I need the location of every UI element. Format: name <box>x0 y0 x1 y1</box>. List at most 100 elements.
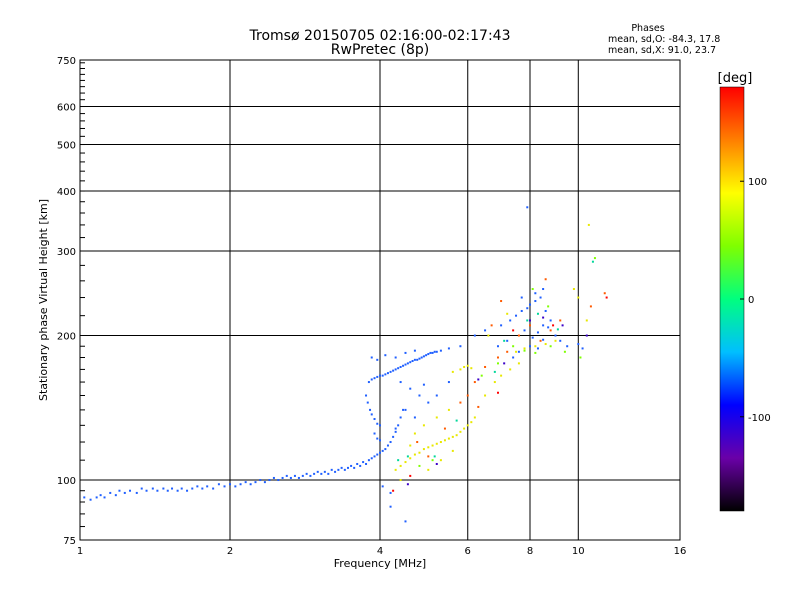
data-point <box>451 449 454 452</box>
data-point <box>422 424 425 427</box>
data-point <box>500 324 503 327</box>
data-point <box>523 349 526 352</box>
data-point <box>95 496 98 499</box>
data-point <box>373 432 376 435</box>
data-point <box>451 435 454 438</box>
data-point <box>496 345 499 348</box>
data-point <box>384 373 387 376</box>
data-point <box>386 372 389 375</box>
data-point <box>549 319 552 322</box>
data-point <box>289 476 292 479</box>
data-point <box>376 437 379 440</box>
data-point <box>416 358 419 361</box>
data-point <box>373 455 376 458</box>
data-point <box>135 491 138 494</box>
data-point <box>443 439 446 442</box>
data-point <box>477 405 480 408</box>
data-point <box>536 312 539 315</box>
data-point <box>455 434 458 437</box>
data-point <box>473 381 476 384</box>
data-point <box>217 483 220 486</box>
data-point <box>459 368 462 371</box>
data-point <box>140 487 143 490</box>
data-point <box>431 444 434 447</box>
data-point <box>466 394 469 397</box>
data-point <box>526 206 529 209</box>
data-point <box>506 312 509 315</box>
data-point <box>559 339 562 342</box>
data-point <box>544 278 547 281</box>
data-point <box>496 391 499 394</box>
data-point <box>394 368 397 371</box>
data-point <box>542 338 545 341</box>
data-point <box>402 364 405 367</box>
data-point <box>544 343 547 346</box>
data-point <box>484 329 487 332</box>
data-point <box>337 468 340 471</box>
data-point <box>459 430 462 433</box>
data-point <box>166 489 169 492</box>
data-point <box>534 300 537 303</box>
data-point <box>572 288 575 291</box>
data-point <box>206 485 209 488</box>
data-point <box>603 292 606 295</box>
data-point <box>463 427 466 430</box>
data-point <box>145 489 148 492</box>
data-point <box>435 350 438 353</box>
data-point <box>376 453 379 456</box>
data-point <box>109 491 112 494</box>
data-point <box>316 470 319 473</box>
data-point <box>268 479 271 482</box>
data-point <box>577 296 580 299</box>
data-point <box>561 324 564 327</box>
data-point <box>381 485 384 488</box>
data-point <box>547 305 550 308</box>
colorbar-tick-label: 0 <box>748 295 754 306</box>
data-point <box>373 418 376 421</box>
colorbar-tick-label: 100 <box>748 177 767 188</box>
data-point <box>389 491 392 494</box>
data-point <box>427 446 430 449</box>
data-point <box>392 435 395 438</box>
phase-stats-title: Phases <box>631 23 664 34</box>
data-point <box>413 453 416 456</box>
data-point <box>542 288 545 291</box>
data-point <box>517 334 520 337</box>
data-point <box>413 349 416 352</box>
data-point <box>549 345 552 348</box>
y-tick-label: 500 <box>57 141 76 152</box>
data-point <box>343 468 346 471</box>
colorbar-ticks: 100 0 -100 <box>740 177 771 424</box>
data-point <box>554 334 557 337</box>
data-point <box>427 401 430 404</box>
data-point <box>151 487 154 490</box>
data-point <box>447 381 450 384</box>
data-point <box>162 487 165 490</box>
data-point <box>196 485 199 488</box>
data-point <box>83 496 86 499</box>
data-point <box>399 381 402 384</box>
data-point <box>577 343 580 346</box>
data-point <box>397 459 400 462</box>
data-point <box>370 457 373 460</box>
phase-stats-x: mean, sd,X: 91.0, 23.7 <box>608 45 716 56</box>
data-point <box>379 424 381 427</box>
data-point <box>447 437 450 440</box>
data-point <box>473 334 476 337</box>
data-point <box>520 309 523 312</box>
data-point <box>330 468 333 471</box>
data-point <box>487 334 490 337</box>
data-point <box>379 374 381 377</box>
data-point <box>305 472 308 475</box>
data-point <box>118 489 121 492</box>
data-point <box>473 416 476 419</box>
data-point <box>362 461 365 464</box>
data-point <box>103 496 106 499</box>
data-point <box>443 427 446 430</box>
data-point <box>539 296 542 299</box>
y-tick-label: 750 <box>57 56 76 67</box>
data-point <box>455 419 458 422</box>
data-point <box>323 470 326 473</box>
data-point <box>376 358 379 361</box>
data-point <box>397 367 400 370</box>
